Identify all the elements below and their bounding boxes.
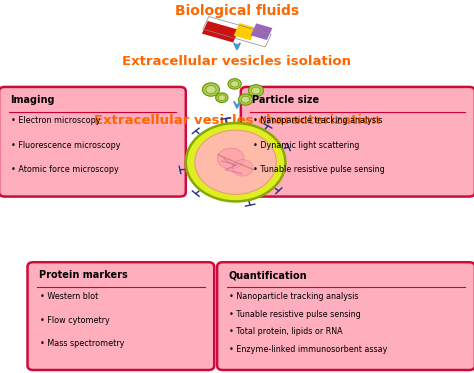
Circle shape (186, 123, 285, 201)
Circle shape (238, 94, 253, 105)
Circle shape (228, 79, 241, 89)
Text: • Electron microscopy: • Electron microscopy (11, 116, 101, 125)
Text: • Total protein, lipids or RNA: • Total protein, lipids or RNA (229, 327, 343, 336)
Text: Imaging: Imaging (10, 95, 55, 105)
FancyBboxPatch shape (27, 262, 214, 370)
Circle shape (195, 130, 276, 194)
Text: • Fluorescence microscopy: • Fluorescence microscopy (11, 141, 121, 150)
Text: Extracellular vesicles isolation: Extracellular vesicles isolation (122, 55, 352, 68)
Polygon shape (234, 23, 256, 40)
Text: Extracellular vesicles characterization: Extracellular vesicles characterization (94, 114, 380, 127)
FancyBboxPatch shape (0, 87, 186, 197)
Text: • Flow cytometry: • Flow cytometry (40, 316, 109, 325)
FancyBboxPatch shape (217, 262, 474, 370)
Text: • Nanoparticle tracking analysis: • Nanoparticle tracking analysis (253, 116, 383, 125)
Circle shape (206, 85, 216, 94)
Text: • Enzyme-linked immunosorbent assay: • Enzyme-linked immunosorbent assay (229, 345, 388, 354)
Text: Particle size: Particle size (252, 95, 319, 105)
Text: • Dynamic light scattering: • Dynamic light scattering (253, 141, 359, 150)
Text: Quantification: Quantification (228, 270, 307, 280)
Circle shape (202, 83, 219, 96)
Circle shape (248, 85, 264, 97)
Circle shape (218, 95, 226, 101)
Text: • Tunable resistive pulse sensing: • Tunable resistive pulse sensing (253, 165, 385, 174)
Circle shape (218, 148, 244, 169)
Text: • Tunable resistive pulse sensing: • Tunable resistive pulse sensing (229, 310, 361, 319)
Text: • Mass spectrometry: • Mass spectrometry (40, 339, 124, 348)
FancyBboxPatch shape (241, 87, 474, 197)
Text: • Western blot: • Western blot (40, 292, 98, 301)
Circle shape (232, 160, 253, 176)
Text: Biological fluids: Biological fluids (175, 4, 299, 18)
Text: • Atomic force microscopy: • Atomic force microscopy (11, 165, 119, 174)
Polygon shape (202, 21, 239, 43)
Circle shape (231, 81, 238, 87)
Circle shape (251, 87, 261, 94)
Polygon shape (251, 23, 273, 40)
Text: Protein markers: Protein markers (39, 270, 128, 280)
Text: • Nanoparticle tracking analysis: • Nanoparticle tracking analysis (229, 292, 359, 301)
Circle shape (241, 96, 250, 103)
Circle shape (216, 93, 228, 103)
